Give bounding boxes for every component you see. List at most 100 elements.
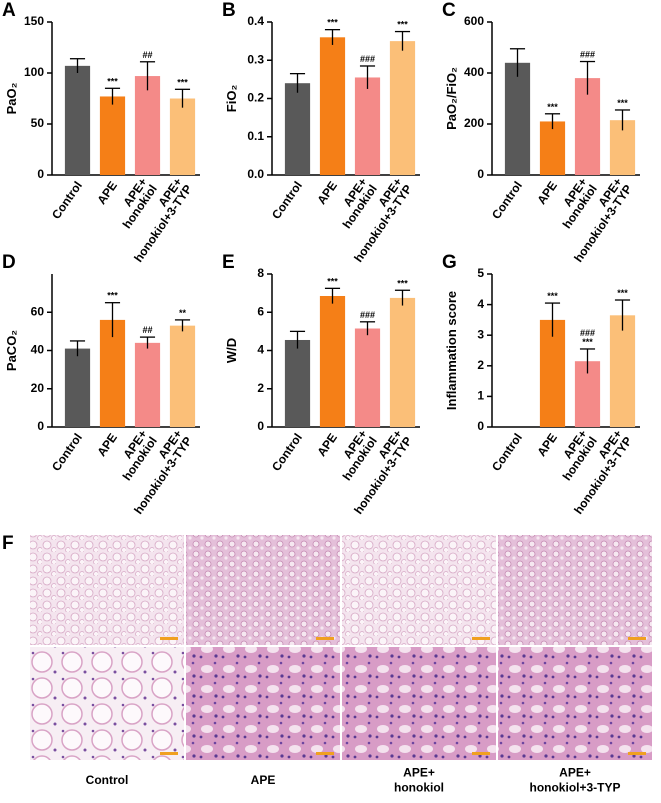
histology-image: [30, 647, 184, 760]
x-tick-label: APE+honokiol: [110, 427, 160, 483]
significance: ##: [142, 325, 152, 335]
histology-grid: [30, 535, 652, 760]
y-tick-label: 3: [477, 327, 484, 341]
histology-image: [498, 535, 652, 645]
chart-panel: D PaCO₂ 0 20 40 60 Control *** APE ## APE+honokiol…: [2, 252, 200, 517]
x-tick-label: APE: [534, 431, 560, 459]
bar: [284, 339, 311, 427]
x-tick-label: APE: [314, 431, 340, 459]
x-tick-label: APE: [314, 179, 340, 207]
significance: ***: [327, 18, 338, 28]
histology-label: Control: [86, 773, 129, 787]
bar: [389, 41, 416, 175]
x-tick-label: APE+honokiol: [550, 175, 600, 231]
y-axis-label: FiO₂: [224, 85, 239, 113]
significance: ***: [107, 76, 118, 86]
histology-image: [498, 647, 652, 760]
bar: [319, 37, 346, 175]
significance: ***: [617, 98, 628, 108]
x-tick-label: APE: [94, 431, 120, 459]
panel-letter: C: [442, 0, 456, 21]
y-tick-label: 4: [257, 343, 264, 357]
bar: [539, 319, 566, 427]
y-axis-label: Inflammation score: [444, 291, 459, 410]
y-tick-label: 2: [257, 381, 264, 395]
bar: [99, 96, 126, 175]
bar: [169, 325, 196, 427]
significance: ***: [547, 102, 558, 112]
x-tick-label: APE+honokiol: [330, 175, 380, 231]
histology-image: [186, 647, 340, 760]
bar: [64, 348, 91, 427]
y-tick-label: 6: [257, 304, 264, 318]
y-tick-label: 100: [24, 65, 44, 79]
y-tick-label: 40: [31, 343, 45, 357]
panel-letter: D: [2, 252, 16, 273]
panel-letter: G: [442, 252, 457, 273]
y-tick-label: 0: [37, 419, 44, 433]
bar: [354, 328, 381, 427]
panel-letter: F: [2, 533, 14, 554]
y-tick-label: 400: [464, 65, 484, 79]
chart-panel: C PaO₂/FiO₂ 0 200 400 600 Control *** APE ### APE+…: [442, 0, 640, 265]
bar: [539, 121, 566, 175]
significance: ##: [142, 50, 152, 60]
panel-letter: B: [222, 0, 236, 21]
significance: ***: [617, 288, 628, 298]
histology-image: [342, 535, 496, 645]
y-tick-label: 2: [477, 358, 484, 372]
scale-bar: [628, 752, 646, 755]
significance: ***: [547, 291, 558, 301]
x-tick-label: Control: [489, 431, 525, 474]
x-tick-label: Control: [269, 179, 305, 222]
chart-panel: A PaO₂ 0 50 100 150 Control *** APE ## APE+honokio…: [2, 0, 200, 265]
y-tick-label: 8: [257, 266, 264, 280]
bar: [389, 297, 416, 427]
y-tick-label: 20: [31, 381, 45, 395]
bar: [504, 62, 531, 175]
histology-image: [342, 647, 496, 760]
x-tick-label: APE: [534, 179, 560, 207]
scale-bar: [472, 752, 490, 755]
y-tick-label: 0: [477, 419, 484, 433]
scale-bar: [316, 637, 334, 640]
significance: ###: [580, 50, 595, 60]
y-tick-label: 150: [24, 14, 44, 28]
bar: [609, 315, 636, 427]
scale-bar: [628, 637, 646, 640]
x-tick-label: Control: [49, 431, 85, 474]
y-tick-label: 60: [31, 304, 45, 318]
x-tick-label: APE: [94, 179, 120, 207]
y-tick-label: 0: [477, 167, 484, 181]
histology-label: APE: [251, 773, 276, 787]
significance: ***: [177, 77, 188, 87]
significance: ***: [327, 276, 338, 286]
panel-letter: A: [2, 0, 16, 21]
histology-image: [186, 535, 340, 645]
significance: ***: [397, 20, 408, 30]
y-tick-label: 0.4: [247, 14, 264, 28]
y-tick-label: 0.3: [247, 52, 264, 66]
significance: ***: [107, 291, 118, 301]
chart-panel: B FiO₂ 0.0 0.1 0.2 0.3 0.4 Control *** APE ### APE+…: [222, 0, 420, 265]
histology-image: [30, 535, 184, 645]
bar: [169, 98, 196, 175]
panel-letter: E: [222, 252, 235, 273]
significance: ###: [360, 310, 375, 320]
scale-bar: [160, 637, 178, 640]
x-tick-label: Control: [269, 431, 305, 474]
bar: [284, 83, 311, 175]
x-tick-label: Control: [49, 179, 85, 222]
y-tick-label: 4: [477, 297, 484, 311]
significance: ###: [360, 54, 375, 64]
significance: ***: [582, 337, 593, 347]
y-tick-label: 0: [257, 419, 264, 433]
bar: [319, 295, 346, 427]
y-tick-label: 600: [464, 14, 484, 28]
x-tick-label: APE+honokiol: [110, 175, 160, 231]
scale-bar: [472, 637, 490, 640]
y-tick-label: 200: [464, 116, 484, 130]
histology-label: APE+ honokiol: [394, 766, 444, 795]
x-tick-label: APE+honokiol: [330, 427, 380, 483]
y-axis-label: PaO₂: [4, 82, 19, 114]
